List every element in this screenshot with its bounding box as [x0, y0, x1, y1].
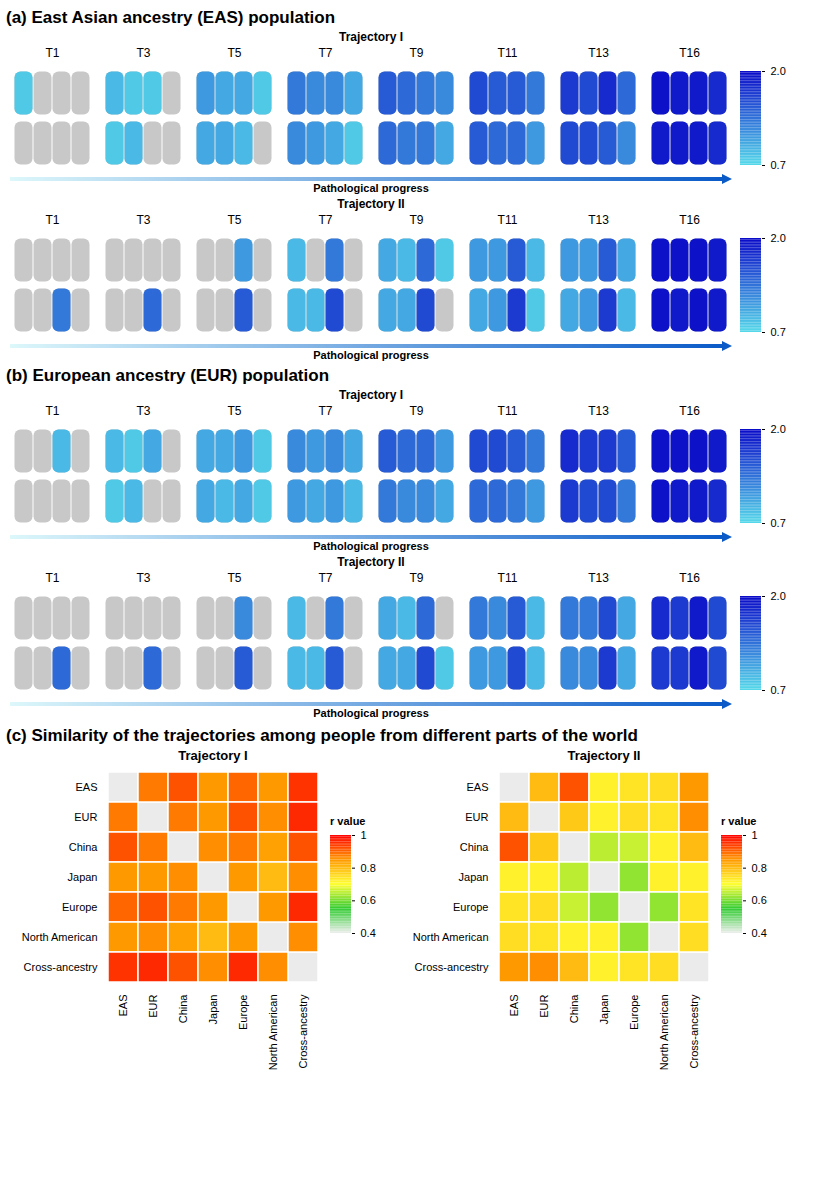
svg-text:2.0: 2.0	[771, 423, 786, 435]
svg-text:T11: T11	[498, 571, 518, 585]
svg-text:Cross-ancestry: Cross-ancestry	[297, 994, 309, 1068]
html-text:Trajectory II: Trajectory II	[567, 748, 641, 763]
svg-text:China: China	[177, 994, 189, 1024]
svg-text:Cross-ancestry: Cross-ancestry	[415, 961, 489, 973]
svg-text:2.0: 2.0	[771, 65, 786, 77]
svg-text:T1: T1	[45, 46, 59, 60]
svg-text:T13: T13	[588, 571, 609, 585]
svg-text:EUR: EUR	[465, 811, 488, 823]
svg-text:T7: T7	[318, 404, 332, 418]
svg-text:EAS: EAS	[75, 781, 97, 793]
svg-text:T3: T3	[136, 404, 150, 418]
svg-text:North American: North American	[413, 931, 489, 943]
svg-text:T9: T9	[409, 213, 423, 227]
svg-text:China: China	[568, 994, 580, 1024]
svg-text:T1: T1	[45, 213, 59, 227]
svg-text:Cross-ancestry: Cross-ancestry	[24, 961, 98, 973]
html-text:Pathological progress: Pathological progress	[313, 349, 429, 361]
svg-text:T5: T5	[227, 404, 241, 418]
svg-text:0.7: 0.7	[771, 159, 786, 171]
svg-text:T5: T5	[227, 571, 241, 585]
svg-text:0.7: 0.7	[771, 517, 786, 529]
svg-text:0.8: 0.8	[361, 862, 376, 874]
svg-text:T16: T16	[679, 213, 700, 227]
html-text:Pathological progress: Pathological progress	[313, 182, 429, 194]
svg-text:Japan: Japan	[598, 995, 610, 1025]
svg-text:T16: T16	[679, 571, 700, 585]
svg-text:Europe: Europe	[628, 995, 640, 1030]
svg-text:T7: T7	[318, 571, 332, 585]
svg-text:T13: T13	[588, 46, 609, 60]
svg-text:North American: North American	[267, 995, 279, 1071]
html-text:Trajectory I: Trajectory I	[339, 388, 403, 402]
html-text:Pathological progress: Pathological progress	[313, 540, 429, 552]
html-text:Trajectory I: Trajectory I	[178, 748, 248, 763]
html-text:Trajectory II: Trajectory II	[337, 197, 405, 211]
svg-text:T5: T5	[227, 46, 241, 60]
svg-text:T1: T1	[45, 571, 59, 585]
svg-text:Europe: Europe	[453, 901, 488, 913]
svg-text:1: 1	[752, 829, 758, 841]
html-text:Trajectory II: Trajectory II	[337, 555, 405, 569]
svg-text:T16: T16	[679, 404, 700, 418]
svg-text:T1: T1	[45, 404, 59, 418]
html-text:Trajectory I: Trajectory I	[339, 30, 403, 44]
svg-text:China: China	[69, 841, 99, 853]
svg-text:EAS: EAS	[466, 781, 488, 793]
svg-text:0.6: 0.6	[361, 894, 376, 906]
svg-text:0.4: 0.4	[361, 927, 376, 939]
html-text:r value: r value	[330, 815, 366, 827]
svg-text:T11: T11	[498, 46, 518, 60]
svg-text:T9: T9	[409, 571, 423, 585]
html-text:(c) Similarity of the trajecto: (c) Similarity of the trajectories among…	[6, 726, 638, 745]
svg-text:T13: T13	[588, 213, 609, 227]
html-text:(a) East Asian ancestry (EAS): (a) East Asian ancestry (EAS) population	[6, 8, 335, 27]
svg-text:0.6: 0.6	[752, 894, 767, 906]
svg-text:T11: T11	[498, 213, 518, 227]
svg-text:T5: T5	[227, 213, 241, 227]
svg-text:T3: T3	[136, 46, 150, 60]
svg-text:0.4: 0.4	[752, 927, 767, 939]
svg-text:EUR: EUR	[74, 811, 97, 823]
svg-text:T16: T16	[679, 46, 700, 60]
svg-text:EAS: EAS	[117, 995, 129, 1017]
svg-text:2.0: 2.0	[771, 232, 786, 244]
svg-text:T11: T11	[498, 404, 518, 418]
svg-text:T9: T9	[409, 46, 423, 60]
svg-text:T13: T13	[588, 404, 609, 418]
svg-text:1: 1	[361, 829, 367, 841]
html-text:Pathological progress: Pathological progress	[313, 707, 429, 719]
svg-text:Europe: Europe	[237, 995, 249, 1030]
svg-text:North American: North American	[658, 995, 670, 1071]
svg-text:0.7: 0.7	[771, 326, 786, 338]
svg-text:EAS: EAS	[508, 995, 520, 1017]
svg-text:T9: T9	[409, 404, 423, 418]
svg-text:2.0: 2.0	[771, 590, 786, 602]
svg-text:0.7: 0.7	[771, 684, 786, 696]
svg-text:China: China	[460, 841, 490, 853]
html-text:r value: r value	[721, 815, 757, 827]
svg-text:Europe: Europe	[62, 901, 97, 913]
svg-text:EUR: EUR	[538, 994, 550, 1017]
svg-text:North American: North American	[22, 931, 98, 943]
svg-text:Japan: Japan	[68, 871, 98, 883]
svg-text:Japan: Japan	[459, 871, 489, 883]
svg-text:EUR: EUR	[147, 994, 159, 1017]
svg-text:T7: T7	[318, 213, 332, 227]
svg-text:T3: T3	[136, 571, 150, 585]
svg-text:T3: T3	[136, 213, 150, 227]
svg-text:Japan: Japan	[207, 995, 219, 1025]
html-text:(b) European ancestry (EUR) po: (b) European ancestry (EUR) population	[6, 366, 329, 385]
svg-text:T7: T7	[318, 46, 332, 60]
svg-text:Cross-ancestry: Cross-ancestry	[688, 994, 700, 1068]
svg-text:0.8: 0.8	[752, 862, 767, 874]
